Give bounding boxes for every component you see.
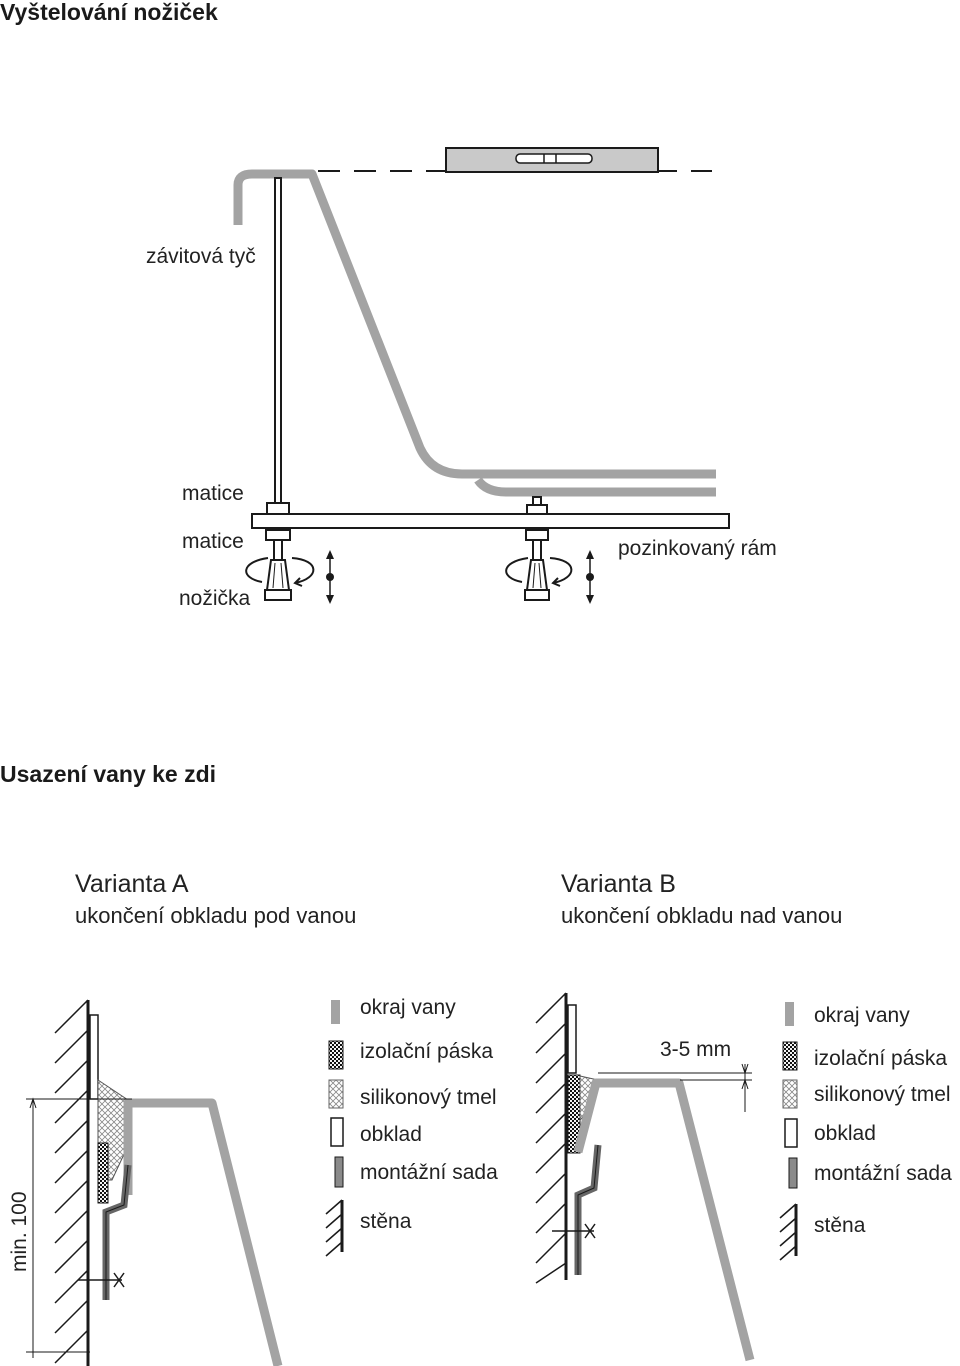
legend-b-mounting-kit: montážní sada (814, 1162, 952, 1185)
variant-a-title: Varianta A (75, 870, 189, 898)
legend-b-wall: stěna (814, 1214, 866, 1237)
legend-swatch-tiles (330, 1117, 344, 1147)
legend-a-tiles: obklad (360, 1123, 422, 1146)
legend-swatch-tiles (784, 1118, 798, 1148)
spirit-level-icon (445, 147, 659, 173)
label-nut-lower: matice (182, 530, 244, 553)
legend-a-wall: stěna (360, 1210, 412, 1233)
height-arrow-right-icon (586, 550, 594, 604)
section1-title: Vyštelování nožiček (0, 0, 218, 25)
label-foot: nožička (179, 587, 251, 610)
legend-swatch-silicone (782, 1079, 798, 1109)
legend-swatch-wall (779, 1203, 798, 1261)
screw-icon (78, 1272, 125, 1288)
dimension-label-b: 3-5 mm (660, 1038, 731, 1061)
dimension-label-a: min. 100 (8, 1191, 31, 1272)
leg-right (505, 496, 573, 601)
label-threaded-rod: závitová tyč (146, 245, 256, 268)
legend-swatch-mounting-kit (334, 1156, 344, 1188)
label-frame: pozinkovaný rám (618, 537, 777, 560)
threaded-rod (274, 177, 282, 505)
bathtub-profile (233, 169, 716, 497)
legend-swatch-silicone (328, 1079, 344, 1109)
legend-swatch-wall (325, 1199, 344, 1257)
legend-a: okraj vany izolační páska silikonový tme… (325, 996, 498, 1257)
legend-a-mounting-kit: montážní sada (360, 1161, 498, 1184)
variant-a-subtitle: ukončení obkladu pod vanou (75, 903, 356, 928)
variant-b-detail: 3-5 mm (535, 992, 755, 1362)
screw-icon (552, 1223, 596, 1239)
legend-swatch-tub-edge (785, 1002, 794, 1026)
galvanized-frame (251, 513, 730, 529)
insulation-tape (97, 1142, 109, 1204)
height-arrow-left-icon (326, 550, 334, 604)
mounting-kit (574, 1144, 602, 1275)
section2-title: Usazení vany ke zdi (0, 761, 216, 787)
legend-b-silicone: silikonový tmel (814, 1083, 951, 1106)
legend-swatch-tub-edge (331, 1000, 340, 1024)
tub-edge (573, 1078, 755, 1362)
dimension-line (598, 1063, 752, 1112)
wall-hatching (535, 992, 568, 1284)
wall-hatching (54, 999, 90, 1366)
legend-a-tub-edge: okraj vany (360, 996, 456, 1019)
variant-b-subtitle: ukončení obkladu nad vanou (561, 903, 842, 928)
legend-a-tape: izolační páska (360, 1040, 493, 1063)
label-nut-upper: matice (182, 482, 244, 505)
legend-swatch-tape (328, 1040, 344, 1070)
tile (567, 1004, 577, 1074)
dimension-line (26, 1097, 132, 1358)
legend-b: okraj vany izolační páska silikonový tme… (779, 1002, 952, 1261)
tile (89, 1014, 99, 1100)
legend-b-tub-edge: okraj vany (814, 1004, 910, 1027)
tub-edge (123, 1098, 283, 1366)
legend-b-tiles: obklad (814, 1122, 876, 1145)
variant-b-title: Varianta B (561, 870, 676, 898)
leg-left (245, 502, 315, 601)
variant-a-detail: min. 100 (8, 999, 283, 1366)
legend-b-tape: izolační páska (814, 1047, 947, 1070)
legend-swatch-tape (782, 1041, 798, 1071)
legend-swatch-mounting-kit (788, 1157, 798, 1189)
legend-a-silicone: silikonový tmel (360, 1086, 497, 1109)
